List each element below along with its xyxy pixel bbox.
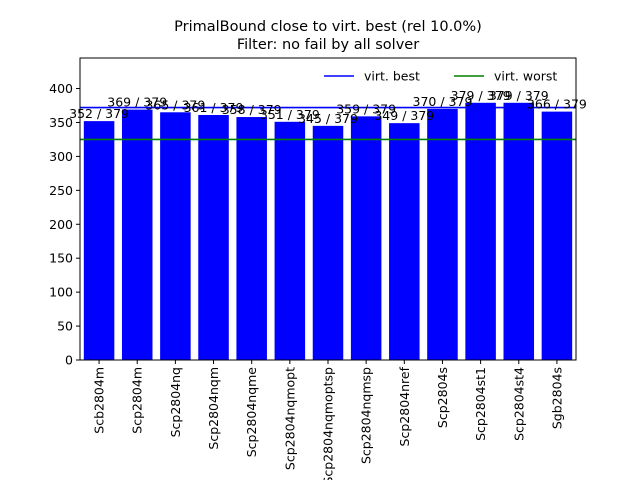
bar-Scp2804nqmsp: [350, 116, 382, 360]
x-tick-label-Scp2804s: Scp2804s: [435, 367, 450, 428]
data-label-Scp2804nqmopt: 351 / 379: [260, 107, 320, 122]
bar-Scb2804m: [83, 121, 115, 360]
chart-subtitle: Filter: no fail by all solver: [237, 37, 419, 53]
y-tick-label: 350: [49, 115, 73, 130]
y-tick-label: 250: [49, 183, 73, 198]
x-tick-label-Scb2804m: Scb2804m: [92, 367, 107, 434]
plot-frame: [79, 57, 577, 361]
bars-group: [83, 102, 573, 360]
data-label-Sgb2804s: 366 / 379: [527, 97, 587, 112]
data-label-Scp2804m: 369 / 379: [107, 95, 167, 110]
x-axis: Scb2804m Scp2804m Scp2804nq Scp2804nqm Scp28…: [92, 360, 564, 480]
x-tick-label-Scp2804nref: Scp2804nref: [397, 366, 412, 446]
bar-Sgb2804s: [541, 111, 573, 360]
bar-Scp2804nqmopt: [274, 121, 306, 360]
legend-label-virt-worst: virt. worst: [494, 69, 557, 84]
bar-Scp2804nqmoptsp: [312, 125, 344, 360]
y-tick-label: 300: [49, 149, 73, 164]
x-tick-label-Scp2804st1: Scp2804st1: [473, 367, 488, 441]
data-label-Scp2804s: 370 / 379: [413, 94, 473, 109]
data-label-Scp2804st4: 379 / 379: [489, 88, 549, 103]
bar-Scp2804nq: [160, 112, 191, 360]
x-tick-label-Scp2804nqmopt: Scp2804nqmopt: [282, 367, 297, 470]
data-label-Scb2804m: 352 / 379: [69, 106, 129, 121]
legend: virt. best virt. worst: [324, 69, 557, 84]
x-tick-label-Scp2804st4: Scp2804st4: [511, 367, 526, 441]
bar-Scp2804m: [121, 109, 153, 360]
y-tick-label: 400: [49, 81, 73, 96]
x-tick-label-Sgb2804s: Sgb2804s: [549, 367, 564, 429]
y-axis: 0 50 100 150 200 250 300 350 400: [49, 81, 80, 368]
data-label-Scp2804nqm: 361 / 379: [184, 100, 244, 115]
x-tick-label-Scp2804nqmoptsp: Scp2804nqmoptsp: [321, 367, 336, 480]
x-tick-label-Scp2804nqmsp: Scp2804nqmsp: [359, 367, 374, 464]
data-label-Scp2804nq: 365 / 379: [145, 97, 205, 112]
data-label-Scp2804st1: 379 / 379: [451, 88, 511, 103]
chart-title: PrimalBound close to virt. best (rel 10.…: [174, 19, 482, 35]
bar-Scp2804nqme: [236, 117, 267, 360]
y-tick-label: 200: [49, 217, 73, 232]
x-tick-label-Scp2804nqme: Scp2804nqme: [244, 367, 259, 458]
bar-Scp2804nqm: [198, 115, 229, 360]
bar-Scp2804s: [427, 108, 458, 360]
data-label-Scp2804nqmsp: 359 / 379: [336, 101, 396, 116]
y-tick-label: 150: [49, 251, 73, 266]
y-tick-label: 50: [57, 319, 73, 334]
bar-Scp2804nref: [389, 123, 420, 360]
y-tick-label: 0: [65, 353, 73, 368]
bar-Scp2804st1: [465, 102, 496, 360]
x-tick-label-Scp2804m: Scp2804m: [130, 367, 145, 434]
bar-Scp2804st4: [503, 102, 535, 360]
data-label-Scp2804nref: 349 / 379: [374, 108, 434, 123]
x-tick-label-Scp2804nqm: Scp2804nqm: [206, 367, 221, 450]
data-label-Scp2804nqme: 358 / 379: [222, 102, 282, 117]
y-tick-label: 100: [49, 285, 73, 300]
x-tick-label-Scp2804nq: Scp2804nq: [168, 367, 183, 437]
legend-label-virt-best: virt. best: [364, 69, 420, 84]
reference-lines: [80, 106, 576, 141]
data-label-Scp2804nqmoptsp: 345 / 379: [298, 111, 358, 126]
